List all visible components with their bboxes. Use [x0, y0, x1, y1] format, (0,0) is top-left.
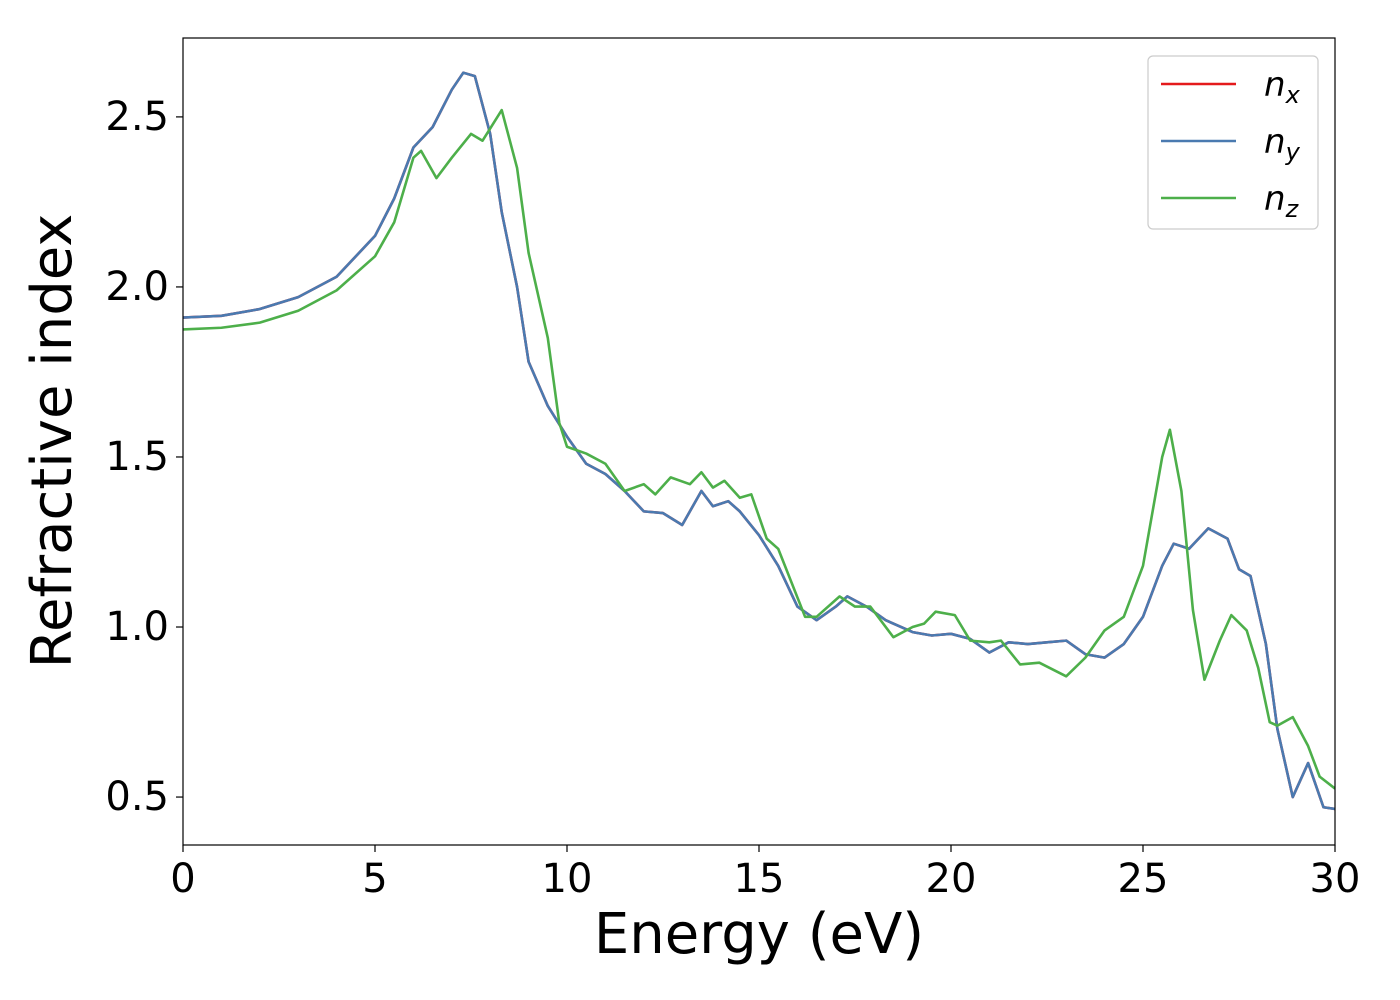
x-tick-label: 15 — [734, 856, 785, 902]
y-tick-label: 2.0 — [105, 264, 169, 310]
x-tick-label: 10 — [542, 856, 593, 902]
y-tick-label: 2.5 — [105, 94, 169, 140]
x-tick-label: 30 — [1310, 856, 1361, 902]
y-tick-label: 1.0 — [105, 604, 169, 650]
x-tick-label: 5 — [362, 856, 387, 902]
y-tick-label: 1.5 — [105, 434, 169, 480]
x-axis-label: Energy (eV) — [594, 902, 924, 967]
legend-box — [1147, 55, 1319, 230]
legend-label: nz — [1264, 179, 1300, 224]
y-axis-label: Refractive index — [20, 214, 85, 669]
legend-label: ny — [1264, 122, 1301, 167]
y-tick-label: 0.5 — [105, 774, 169, 820]
plot-frame — [182, 37, 1336, 846]
x-tick-label: 20 — [926, 856, 977, 902]
x-tick-label: 25 — [1118, 856, 1169, 902]
data-line — [183, 108, 1335, 790]
x-tick-label: 0 — [170, 856, 195, 902]
legend-label: nx — [1264, 65, 1301, 110]
